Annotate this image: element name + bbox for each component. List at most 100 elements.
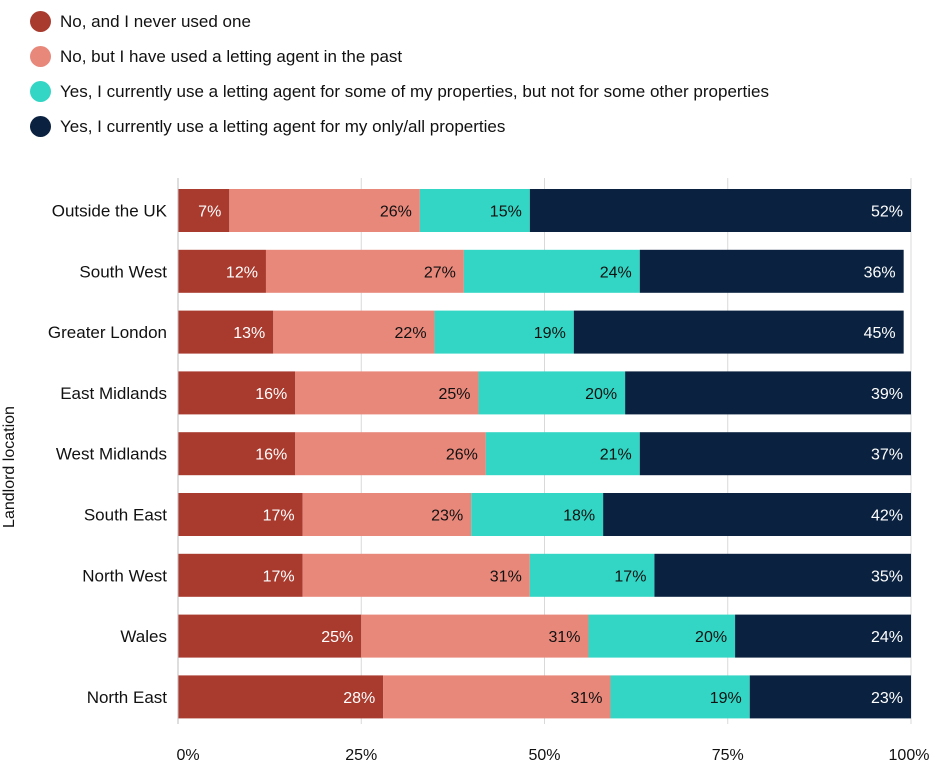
bar-segment	[434, 310, 574, 354]
data-label: 13%	[233, 325, 265, 342]
data-label: 37%	[871, 447, 903, 464]
data-label: 39%	[871, 386, 903, 403]
data-label: 24%	[600, 264, 632, 281]
bar-segment	[654, 553, 911, 597]
x-tick-label: 50%	[528, 747, 560, 764]
y-tick-label: Outside the UK	[52, 202, 168, 221]
legend-swatch	[30, 80, 51, 102]
bar-segment	[178, 189, 230, 232]
axes: Landlord location 0% 25% 50% 75% 100% Outside…	[1, 178, 929, 764]
y-tick-label: East Midlands	[60, 384, 167, 403]
bar-segment	[749, 675, 911, 719]
y-tick-label: Wales	[120, 627, 167, 646]
bar-segment	[273, 310, 435, 354]
data-label: 31%	[548, 629, 580, 646]
y-tick-label: North East	[87, 688, 168, 707]
bar-segment	[229, 189, 420, 232]
legend-label: No, but I have used a letting agent in t…	[60, 46, 403, 66]
bars	[178, 189, 911, 719]
data-label: 26%	[446, 447, 478, 464]
bar-segment	[478, 371, 626, 415]
y-axis-title: Landlord location	[1, 406, 18, 528]
bar-segment	[295, 432, 486, 476]
data-label: 25%	[321, 629, 353, 646]
data-label: 35%	[871, 568, 903, 585]
bar-segment	[178, 614, 362, 658]
x-tick-label: 100%	[889, 747, 930, 764]
data-label: 21%	[600, 447, 632, 464]
x-tick-label: 75%	[712, 747, 744, 764]
legend-swatch	[30, 10, 51, 32]
bar-segment	[302, 493, 472, 536]
data-label: 45%	[864, 325, 896, 342]
legend-item: No, but I have used a letting agent in t…	[30, 43, 910, 69]
data-label: 24%	[871, 629, 903, 646]
bar-segment	[361, 614, 589, 658]
data-label: 17%	[263, 508, 295, 525]
data-label: 27%	[424, 264, 456, 281]
x-tick-label: 0%	[176, 747, 199, 764]
bar-segment	[178, 493, 303, 536]
bar-segment	[639, 249, 904, 293]
bar-segment	[529, 189, 911, 232]
bar-segment	[178, 432, 296, 476]
bar-segment	[302, 553, 530, 597]
x-tick-label: 25%	[345, 747, 377, 764]
data-label: 19%	[534, 325, 566, 342]
data-label: 7%	[198, 204, 221, 221]
data-label: 12%	[226, 264, 258, 281]
bar-segment	[603, 493, 911, 536]
bar-segment	[471, 493, 604, 536]
chart-legend: No, and I never used one No, but I have …	[30, 8, 910, 148]
data-label: 42%	[871, 508, 903, 525]
bar-segment	[265, 249, 464, 293]
y-tick-label: South West	[79, 262, 167, 281]
data-label: 31%	[490, 568, 522, 585]
bar-segment	[573, 310, 904, 354]
bar-segment	[735, 614, 911, 658]
data-label: 31%	[570, 690, 602, 707]
bar-segment	[588, 614, 736, 658]
bar-segment	[419, 189, 530, 232]
legend-item: Yes, I currently use a letting agent for…	[30, 78, 910, 104]
legend-label: No, and I never used one	[60, 11, 251, 31]
bar-segment	[529, 553, 655, 597]
bar-segment	[639, 432, 911, 476]
bar-segment	[295, 371, 479, 415]
y-tick-label: Greater London	[48, 323, 167, 342]
bar-segment	[178, 310, 274, 354]
data-label: 20%	[585, 386, 617, 403]
data-label: 16%	[255, 447, 287, 464]
legend-label: Yes, I currently use a letting agent for…	[60, 81, 770, 101]
y-tick-label: West Midlands	[56, 445, 167, 464]
bar-segment	[178, 371, 296, 415]
data-label: 17%	[614, 568, 646, 585]
bar-segment	[178, 249, 266, 293]
data-labels: 7% 26% 15% 52% 12% 27% 24% 36% 13% 22% 19% 45% 16% 25…	[198, 204, 903, 707]
data-label: 25%	[438, 386, 470, 403]
data-label: 36%	[864, 264, 896, 281]
data-label: 15%	[490, 204, 522, 221]
data-label: 16%	[255, 386, 287, 403]
bar-segment	[485, 432, 640, 476]
data-label: 20%	[695, 629, 727, 646]
data-label: 52%	[871, 204, 903, 221]
data-label: 19%	[710, 690, 742, 707]
y-tick-label: North West	[82, 566, 167, 585]
bar-segment	[463, 249, 640, 293]
bar-segment	[625, 371, 911, 415]
y-tick-label: South East	[84, 506, 167, 525]
data-label: 26%	[380, 204, 412, 221]
data-label: 23%	[431, 508, 463, 525]
data-label: 17%	[263, 568, 295, 585]
bar-segment	[178, 675, 384, 719]
bar-segment	[383, 675, 611, 719]
legend-item: Yes, I currently use a letting agent for…	[30, 113, 910, 139]
data-label: 18%	[563, 508, 595, 525]
legend-label: Yes, I currently use a letting agent for…	[60, 116, 506, 136]
data-label: 23%	[871, 690, 903, 707]
data-label: 22%	[395, 325, 427, 342]
legend-swatch	[30, 115, 51, 137]
legend-swatch	[30, 45, 51, 67]
